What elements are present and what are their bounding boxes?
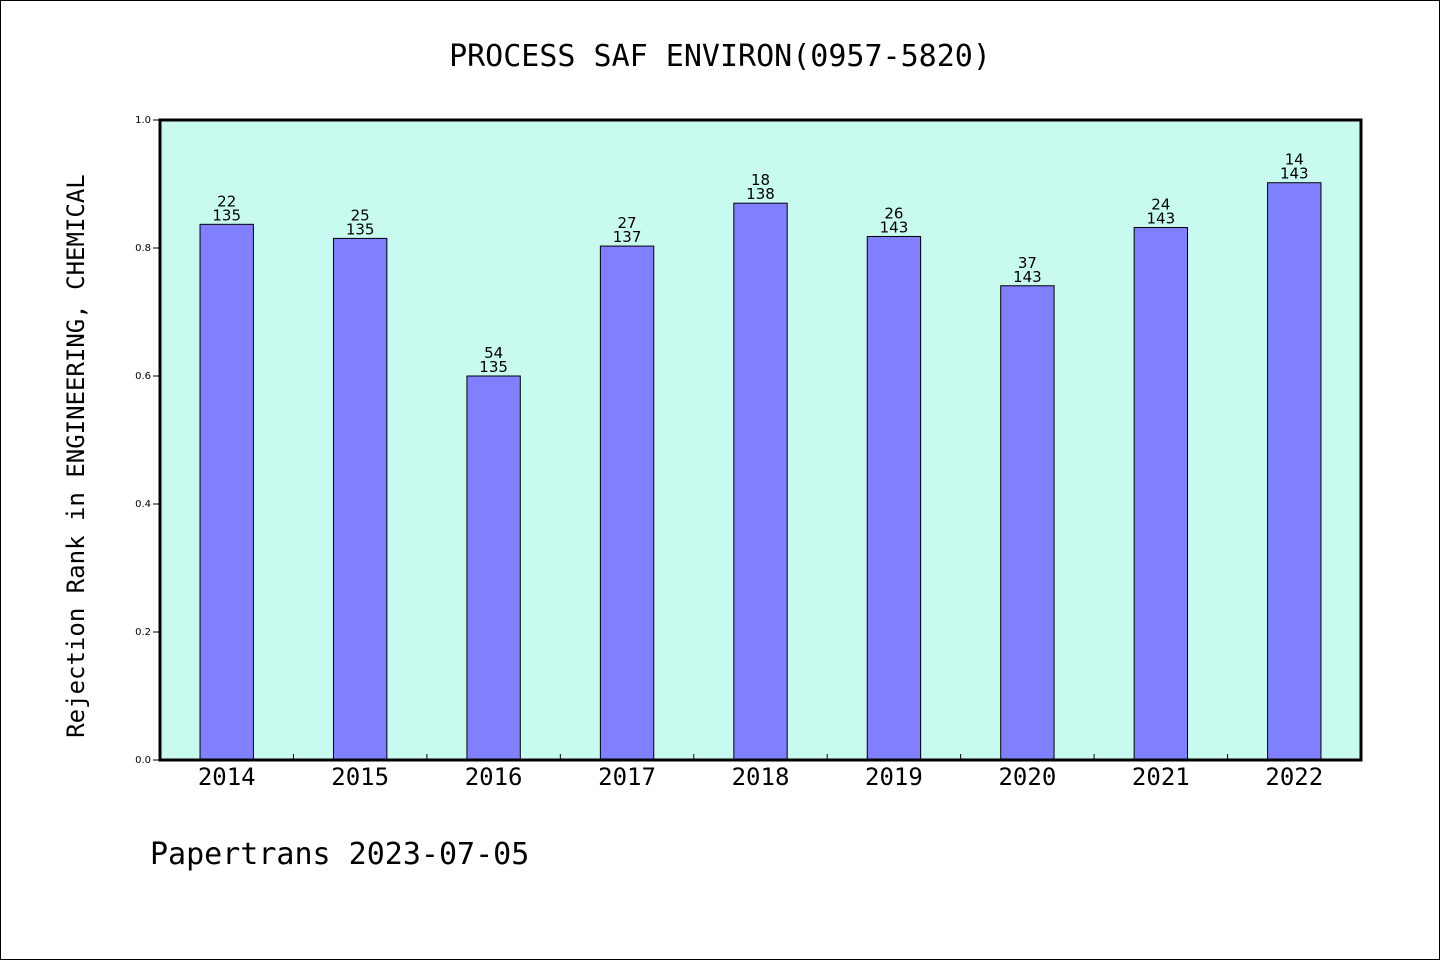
data-label-total: 143 (1013, 268, 1042, 286)
data-label-rank: 24 (1151, 196, 1170, 214)
bars-layer (199, 182, 1322, 761)
data-label-total: 137 (613, 228, 642, 246)
bar-2015 (332, 237, 388, 761)
data-label-total: 143 (880, 218, 909, 236)
x-tick-label: 2015 (331, 763, 389, 791)
plot-border (158, 118, 1363, 762)
footer-credit: Papertrans 2023-07-05 (150, 837, 529, 872)
bar-2019 (866, 235, 922, 761)
y-tick-label: 0.0 (135, 755, 151, 766)
chart-title: PROCESS SAF ENVIRON(0957-5820) (449, 39, 991, 74)
x-tick-label: 2020 (998, 763, 1056, 791)
bar-2018 (733, 202, 788, 761)
data-label-total: 143 (1280, 165, 1309, 183)
y-tick-label: 0.8 (135, 243, 151, 254)
data-label-total: 135 (479, 358, 508, 376)
bar-2014 (199, 223, 254, 761)
x-tick-label: 2016 (465, 763, 523, 791)
bar-2017 (599, 245, 655, 761)
x-tick-label: 2021 (1132, 763, 1190, 791)
data-label-total: 138 (746, 185, 775, 203)
x-tick-label: 2019 (865, 763, 923, 791)
y-tick-label: 1.0 (135, 115, 151, 126)
y-tick-label: 0.2 (135, 627, 151, 638)
data-label-rank: 14 (1285, 151, 1304, 169)
ticks-layer: 0.0 0.2 0.4 0.6 0.8 1.0 2014 2015 2016 2017 2018 20… (135, 115, 1323, 791)
bar-2022 (1267, 182, 1322, 761)
bar-2016 (466, 375, 521, 761)
x-tick-label: 2018 (732, 763, 790, 791)
data-label-rank: 27 (618, 214, 637, 232)
bar-2021 (1133, 227, 1189, 761)
data-label-rank: 26 (884, 204, 903, 222)
data-label-total: 135 (212, 206, 241, 224)
data-label-rank: 18 (751, 171, 770, 189)
data-label-rank: 37 (1018, 254, 1037, 272)
y-tick-label: 0.4 (135, 499, 151, 510)
data-label-total: 135 (346, 220, 375, 238)
data-label-rank: 25 (351, 206, 370, 224)
y-axis-label: Rejection Rank in ENGINEERING, CHEMICAL (62, 174, 90, 738)
data-label-rank: 22 (217, 192, 236, 210)
x-tick-label: 2022 (1265, 763, 1323, 791)
data-label-total: 143 (1147, 210, 1176, 228)
bar-2020 (1000, 285, 1055, 761)
x-tick-label: 2014 (198, 763, 256, 791)
data-label-rank: 54 (484, 344, 503, 362)
y-tick-label: 0.6 (135, 371, 151, 382)
x-tick-label: 2017 (598, 763, 656, 791)
